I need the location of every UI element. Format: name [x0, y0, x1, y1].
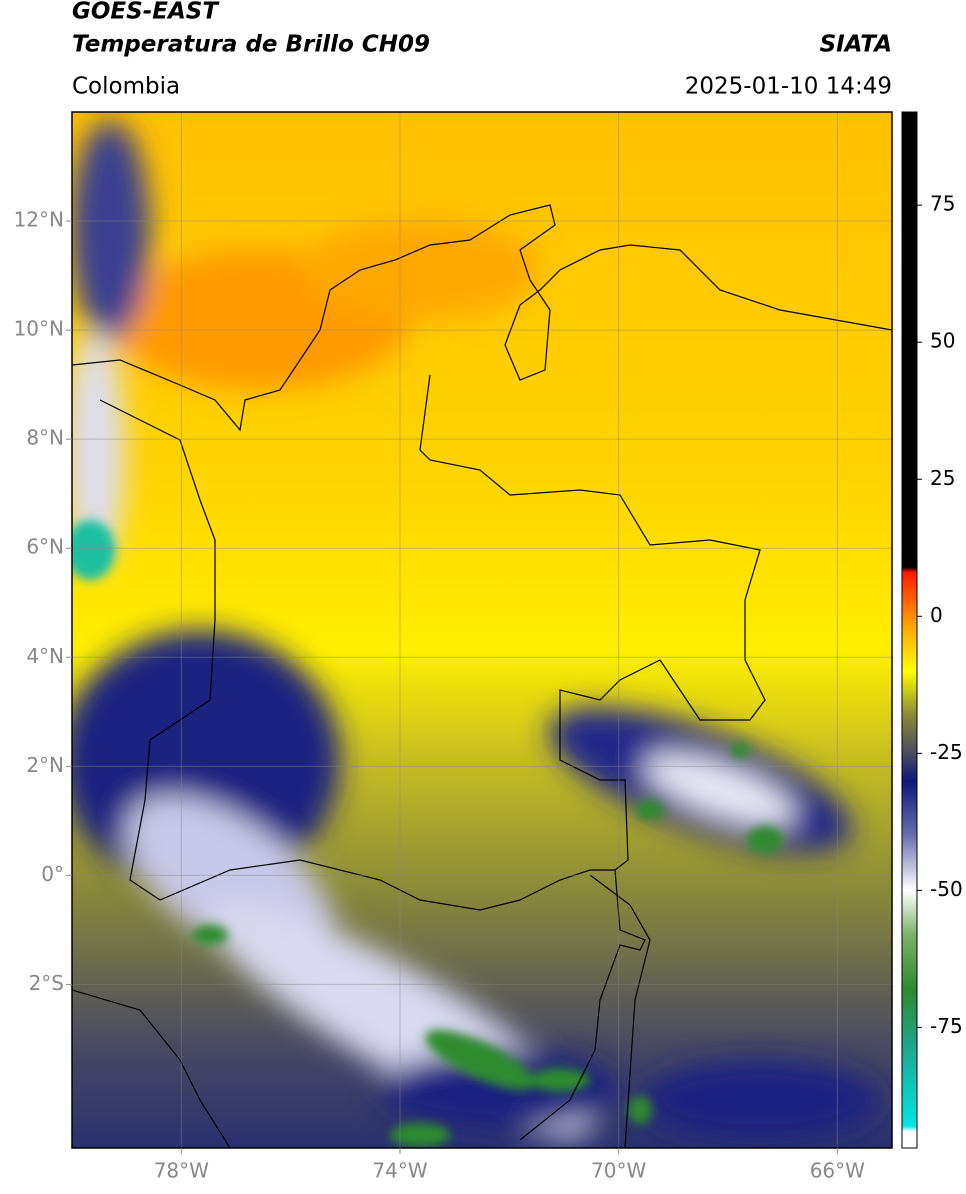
x-tick-label: 74°W: [372, 1159, 427, 1183]
map-frame: [71, 111, 893, 1149]
colorbar-tick-label: -25: [930, 740, 963, 764]
colorbar-tick-label: 50: [930, 329, 955, 353]
colorbar-frame: [901, 111, 918, 1149]
x-tick-label: 78°W: [154, 1159, 209, 1183]
y-tick-label: 10°N: [14, 317, 64, 341]
datetime: 2025-01-10 14:49: [685, 74, 892, 100]
colorbar-tick-label: 25: [930, 466, 955, 490]
title: GOES-EAST: [72, 0, 220, 25]
y-tick-label: 4°N: [26, 644, 64, 668]
y-tick-label: 2°N: [26, 753, 64, 777]
colorbar-tick-label: 0: [930, 603, 943, 627]
x-tick-label: 70°W: [591, 1159, 646, 1183]
colorbar: [902, 112, 917, 1148]
region: Colombia: [72, 74, 180, 100]
satellite-image: [72, 112, 892, 1148]
y-tick-label: 6°N: [26, 535, 64, 559]
y-tick-label: 0°: [41, 862, 64, 886]
y-tick-label: 12°N: [14, 208, 64, 232]
subtitle: Temperatura de Brillo CH09: [72, 32, 430, 58]
colorbar-tick-label: -75: [930, 1014, 963, 1038]
y-tick-label: 8°N: [26, 426, 64, 450]
colorbar-tick-label: -50: [930, 877, 963, 901]
source: SIATA: [820, 32, 892, 58]
colorbar-tick-label: 75: [930, 192, 955, 216]
y-tick-label: 2°S: [29, 971, 64, 995]
x-tick-label: 66°W: [810, 1159, 865, 1183]
